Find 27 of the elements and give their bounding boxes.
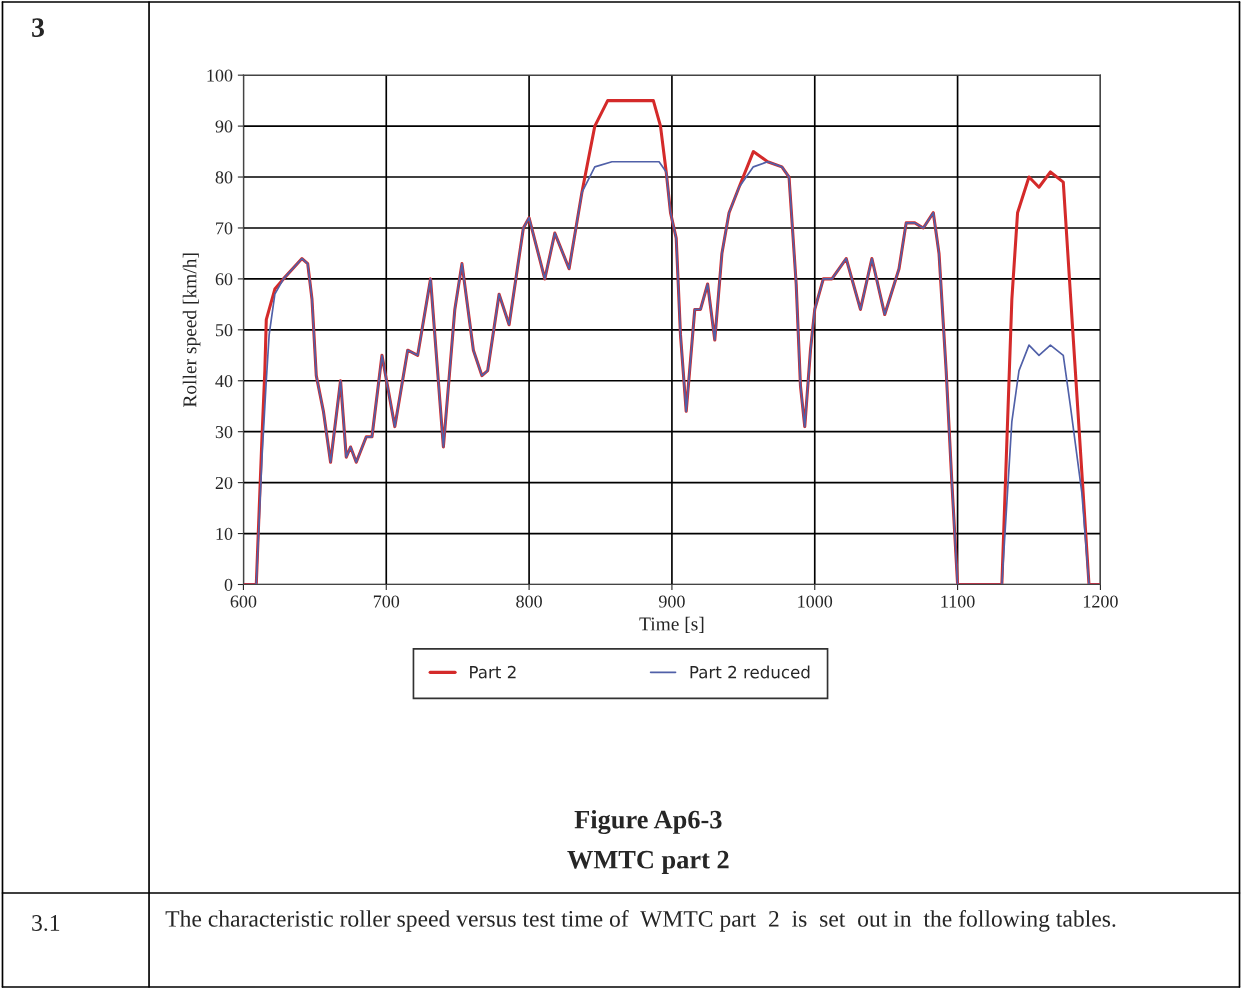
- x-tick-label: 700: [373, 595, 400, 608]
- y-axis-title: Roller speed [km/h]: [182, 253, 201, 408]
- y-tick-label: 0: [224, 578, 233, 591]
- text: Figure Ap6-3: [574, 809, 722, 835]
- x-tick-label: 1000: [798, 595, 833, 608]
- y-tick-label: 90: [215, 120, 233, 133]
- text: The characteristic roller speed versus test time of WMTC part 2 is set out in the following tables.: [165, 910, 1116, 932]
- y-tick-label: 40: [215, 375, 233, 388]
- x-tick-label: 1100: [941, 595, 975, 608]
- text: WMTC part 2: [567, 850, 729, 874]
- x-tick-label: 800: [516, 595, 542, 608]
- y-tick-label: 10: [216, 527, 233, 541]
- y-tick-label: 70: [216, 222, 233, 235]
- legend-label: Part 2: [470, 665, 516, 679]
- x-tick-label: 900: [658, 595, 685, 608]
- x-tick-label: 1200: [1083, 595, 1118, 608]
- text: 3.1: [32, 915, 60, 932]
- legend-label: Part 2 reduced: [690, 665, 810, 679]
- y-tick-label: 60: [215, 273, 233, 286]
- y-tick-label: 100: [207, 69, 233, 82]
- text: 3: [32, 18, 44, 37]
- x-tick-label: 600: [230, 595, 257, 608]
- y-tick-label: 80: [215, 171, 233, 184]
- x-axis-title: Time [s]: [639, 616, 704, 633]
- y-tick-label: 20: [215, 476, 233, 490]
- y-tick-label: 30: [215, 425, 233, 439]
- y-tick-label: 50: [216, 324, 233, 337]
